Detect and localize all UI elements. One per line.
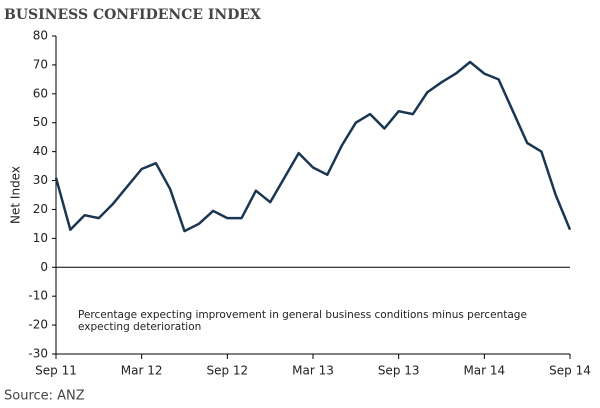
y-tick-label: -10: [28, 289, 48, 303]
x-tick-label: Mar 13: [292, 364, 334, 378]
x-tick-label: Sep 14: [549, 364, 591, 378]
y-axis-label: Net Index: [9, 166, 23, 224]
y-tick-label: 70: [33, 57, 48, 71]
x-tick-label: Sep 12: [206, 364, 248, 378]
x-tick-label: Sep 11: [35, 364, 77, 378]
x-tick-label: Sep 13: [378, 364, 420, 378]
x-tick-label: Mar 12: [121, 364, 163, 378]
y-tick-label: 0: [40, 260, 48, 274]
chart-title: BUSINESS CONFIDENCE INDEX: [4, 7, 261, 23]
source: Source: ANZ: [4, 389, 85, 404]
y-tick-label: -20: [28, 318, 48, 332]
y-tick-label: 20: [33, 202, 48, 216]
y-tick-label: 10: [33, 231, 48, 245]
annotation: expecting deterioration: [78, 321, 201, 333]
y-tick-label: 40: [33, 144, 48, 158]
annotation: Percentage expecting improvement in gene…: [78, 309, 527, 321]
y-tick-label: 60: [33, 86, 48, 100]
y-tick-label: 30: [33, 173, 48, 187]
y-tick-label: 50: [33, 115, 48, 129]
y-tick-label: 80: [33, 29, 48, 43]
y-tick-label: -30: [28, 347, 48, 361]
line: [54, 60, 572, 233]
x-tick-label: Mar 14: [463, 364, 505, 378]
